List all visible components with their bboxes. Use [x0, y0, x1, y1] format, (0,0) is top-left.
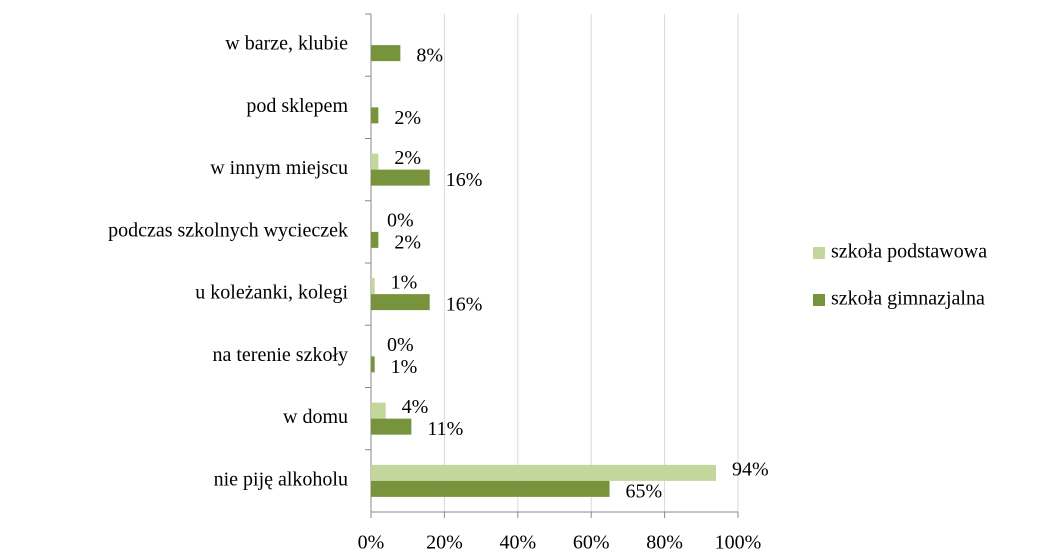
data-label: 2% — [394, 107, 421, 129]
data-label: 11% — [427, 418, 463, 440]
data-label: 0% — [387, 209, 414, 231]
data-label: 2% — [394, 231, 421, 253]
bar — [371, 153, 379, 170]
data-label: 16% — [446, 169, 483, 191]
bar — [371, 231, 379, 248]
bar — [371, 45, 401, 62]
data-label: 2% — [394, 147, 421, 169]
data-label: 1% — [391, 356, 418, 378]
data-label: 0% — [387, 334, 414, 356]
x-tick-label: 40% — [499, 532, 536, 554]
bar — [371, 278, 375, 295]
data-label: 16% — [446, 294, 483, 316]
legend-label: szkoła gimnazjalna — [831, 288, 985, 310]
bar — [371, 402, 386, 419]
x-tick-label: 60% — [573, 532, 610, 554]
y-tick-label: u koleżanki, kolegi — [195, 282, 348, 304]
bar — [371, 418, 412, 435]
x-tick-label: 100% — [715, 532, 762, 554]
y-tick-label: podczas szkolnych wycieczek — [108, 219, 348, 241]
y-tick-label: nie piję alkoholu — [214, 468, 348, 490]
x-tick-label: 0% — [358, 532, 385, 554]
y-tick-label: w barze, klubie — [225, 33, 348, 55]
data-label: 1% — [391, 272, 418, 294]
bar — [371, 294, 430, 311]
legend-swatch — [813, 247, 825, 259]
x-tick-label: 80% — [646, 532, 683, 554]
data-label: 94% — [732, 458, 769, 480]
legend-label: szkoła podstawowa — [831, 241, 987, 263]
data-label: 8% — [416, 45, 443, 67]
x-tick-label: 20% — [426, 532, 463, 554]
y-tick-label: na terenie szkoły — [213, 344, 349, 366]
data-label: 4% — [402, 396, 429, 418]
y-tick-label: w domu — [283, 406, 348, 428]
y-tick-label: pod sklepem — [246, 95, 348, 117]
bar — [371, 464, 716, 481]
data-label: 65% — [626, 480, 663, 502]
bar — [371, 169, 430, 186]
bar — [371, 480, 610, 497]
legend-swatch — [813, 294, 825, 306]
bar — [371, 356, 375, 373]
bar — [371, 107, 379, 124]
y-tick-label: w innym miejscu — [210, 157, 348, 179]
